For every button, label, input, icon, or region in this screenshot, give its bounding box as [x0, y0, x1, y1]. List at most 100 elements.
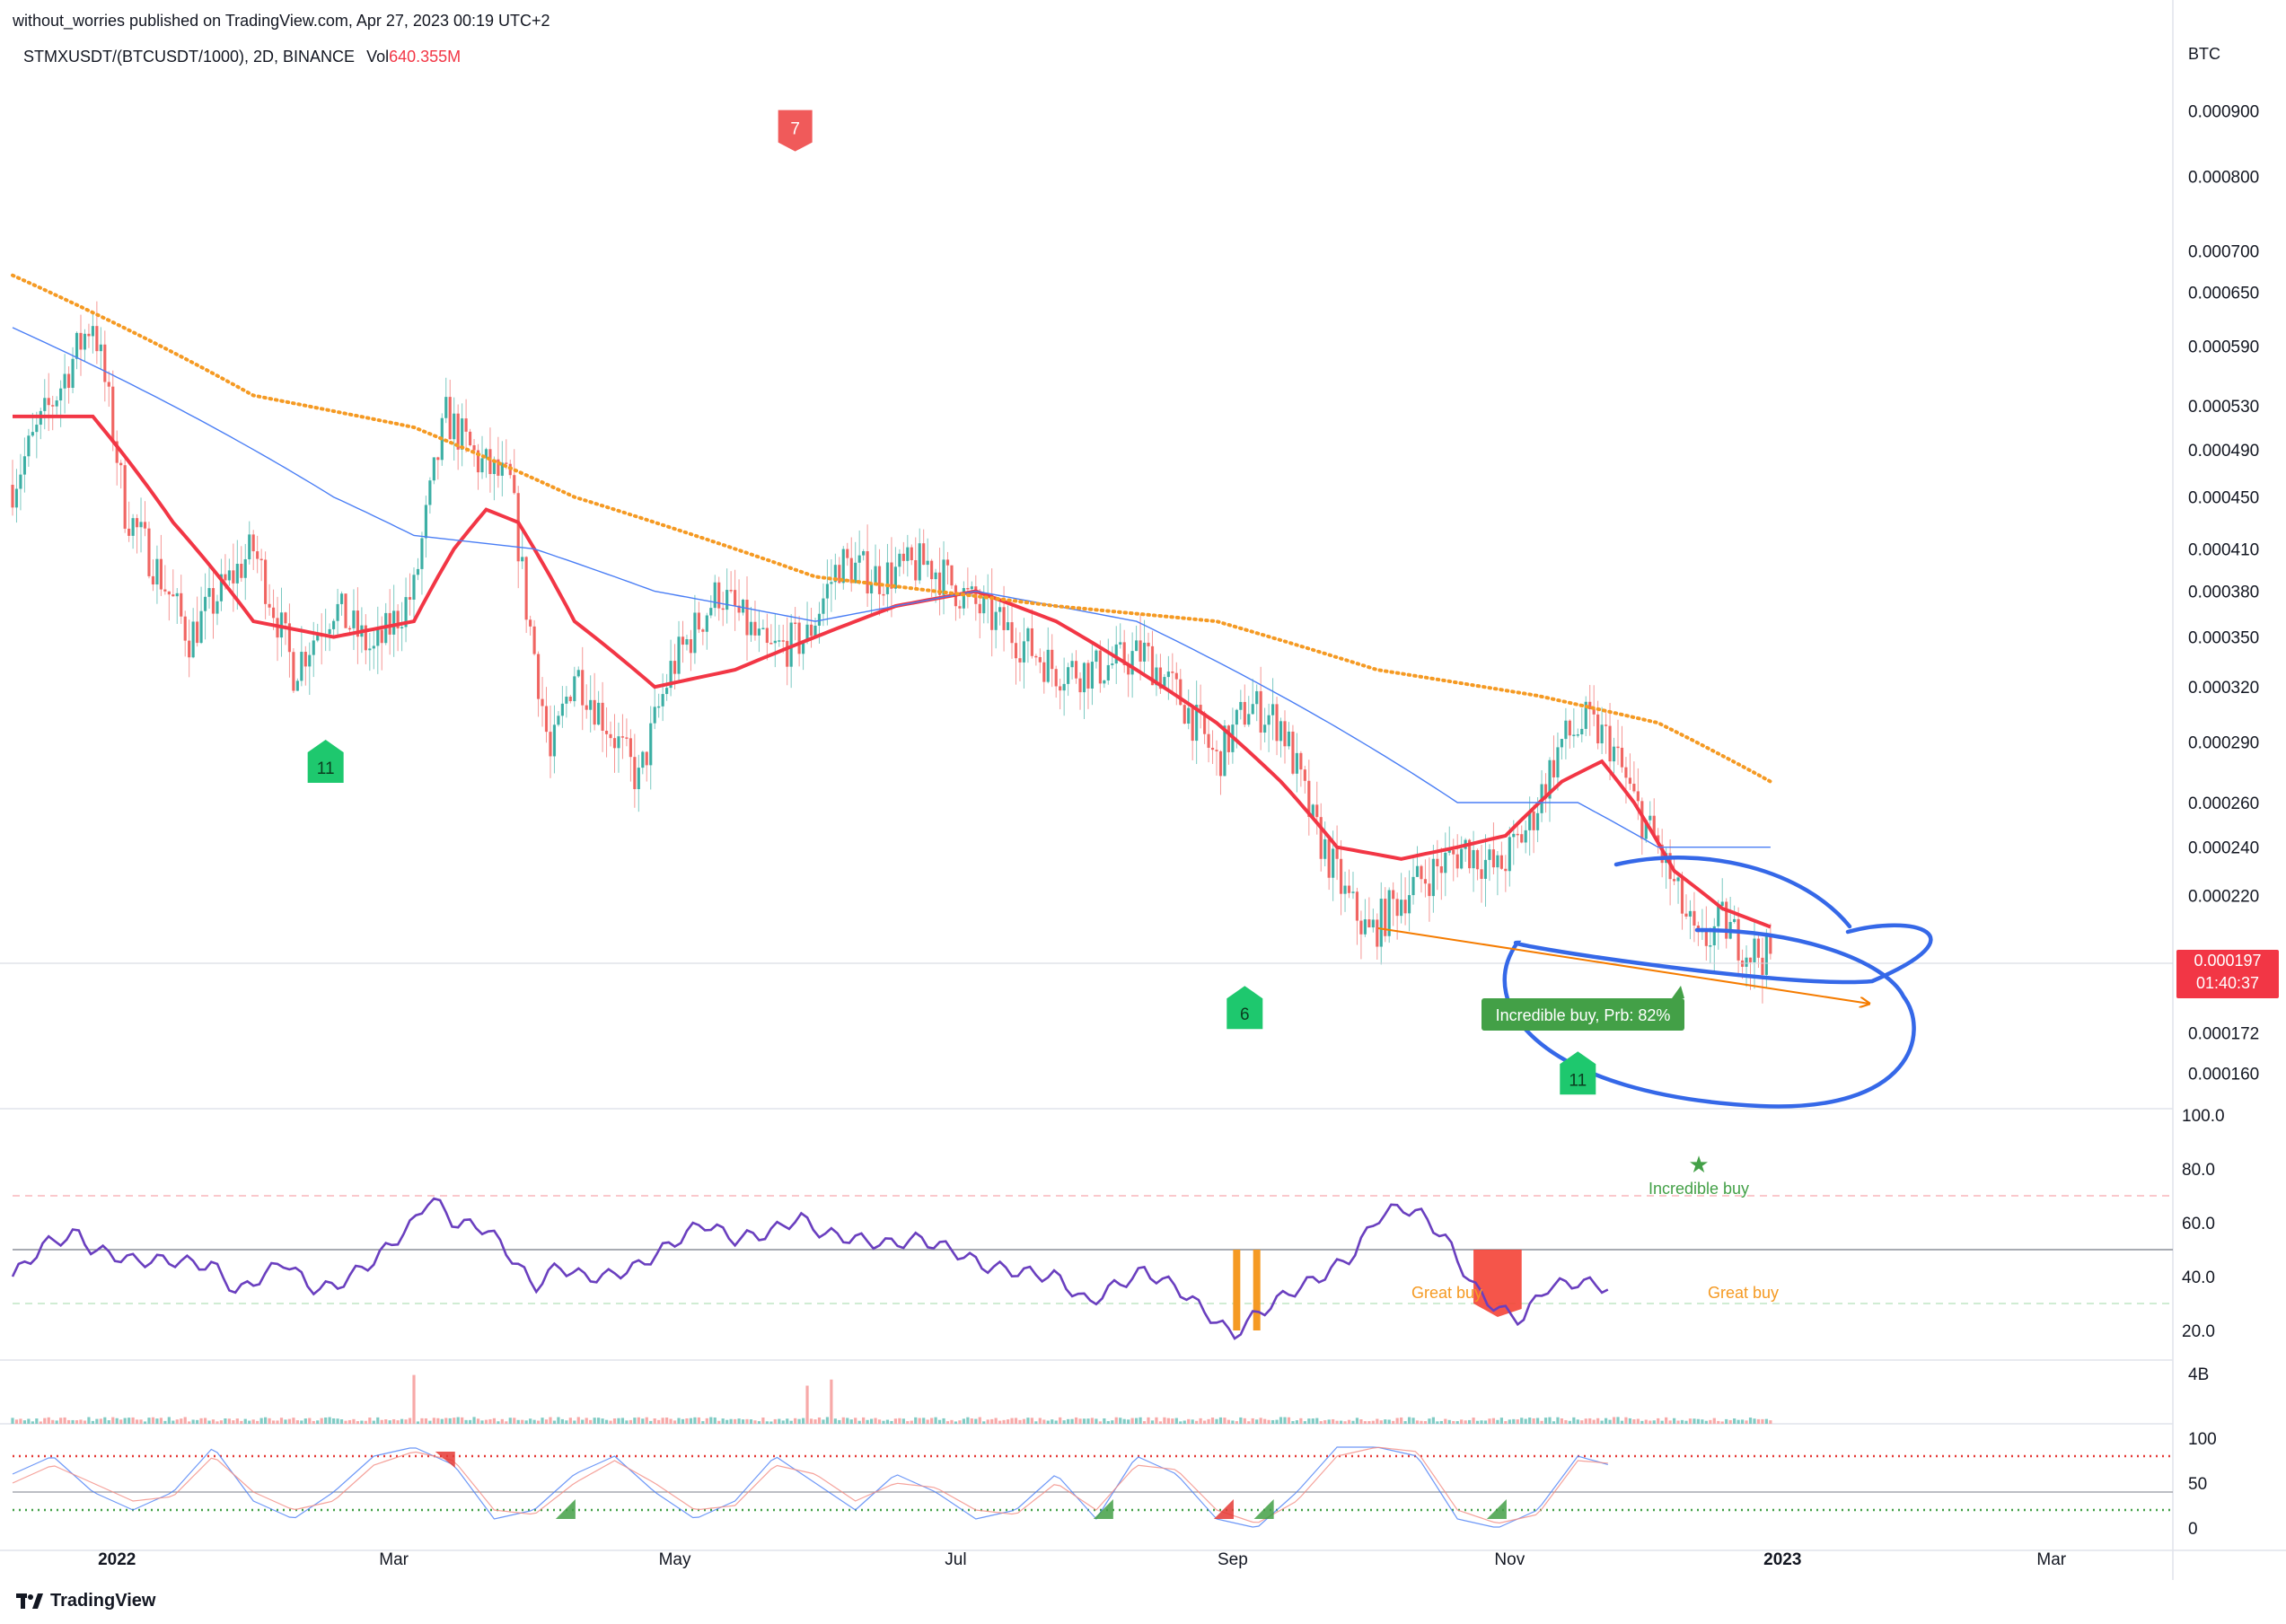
volume-bar: [227, 1418, 231, 1424]
candle-body: [1291, 731, 1295, 774]
stoch-tick-label: 50: [2188, 1475, 2207, 1494]
moving-averages-layer: [11, 273, 1772, 929]
candle-body: [115, 441, 119, 463]
candle-body: [1343, 885, 1347, 894]
candle-body: [400, 627, 404, 628]
candle-body: [1042, 662, 1046, 682]
tradingview-brand[interactable]: TradingView: [16, 1591, 155, 1611]
volume-bar: [1187, 1418, 1191, 1424]
volume-bar: [982, 1421, 986, 1424]
candle-body: [937, 572, 942, 595]
volume-bar: [196, 1419, 199, 1424]
volume-bar: [1006, 1419, 1010, 1424]
volume-bar: [536, 1420, 541, 1424]
candle-body: [741, 600, 745, 613]
candle-body: [1339, 858, 1343, 894]
candle-body: [180, 593, 183, 617]
candle-body: [1195, 705, 1199, 742]
volume-bar: [934, 1417, 937, 1424]
volume-bar: [854, 1418, 857, 1424]
volume-bar: [1038, 1418, 1042, 1424]
time-tick-label: 2022: [98, 1550, 136, 1569]
candle-body: [412, 575, 416, 600]
volume-bar: [428, 1420, 432, 1424]
candle-body: [625, 737, 629, 739]
candle-body: [1392, 890, 1395, 900]
candle-body: [63, 373, 66, 389]
marker-shape: [778, 110, 813, 152]
candle-body: [1243, 701, 1246, 725]
volume-bar: [1411, 1418, 1415, 1424]
volume-bar: [930, 1418, 934, 1424]
volume-bar: [560, 1418, 564, 1424]
volume-bar: [1584, 1418, 1587, 1424]
volume-bar: [1616, 1417, 1620, 1424]
price-tick-label: 0.000410: [2188, 540, 2259, 559]
volume-bar: [412, 1374, 416, 1424]
volume-pane: 4B: [11, 1365, 2209, 1424]
volume-bar: [1095, 1418, 1098, 1424]
candle-body: [1355, 891, 1359, 921]
candle-body: [1725, 901, 1728, 939]
candle-body: [1199, 705, 1202, 713]
volume-bar: [1552, 1421, 1556, 1424]
candle-body: [368, 648, 372, 651]
volume-bar: [529, 1418, 532, 1424]
volume-bar: [1379, 1420, 1383, 1424]
candle-body: [705, 615, 708, 632]
candle-body: [1275, 704, 1279, 742]
candle-body: [822, 598, 825, 614]
volume-bar: [464, 1419, 468, 1424]
volume-bar: [1488, 1418, 1491, 1424]
volume-bar: [55, 1420, 58, 1424]
volume-bar: [926, 1419, 929, 1424]
candle-body: [59, 388, 63, 401]
candle-body: [1014, 643, 1018, 659]
candle-body: [1508, 837, 1511, 872]
volume-bar: [653, 1418, 656, 1424]
candle-body: [91, 326, 94, 337]
candle-body: [617, 736, 620, 749]
volume-bar: [1608, 1419, 1612, 1424]
candle-body: [1612, 746, 1616, 762]
candle-body: [303, 652, 307, 667]
candle-body: [1279, 721, 1283, 742]
volume-bar: [372, 1420, 375, 1424]
volume-bar: [1119, 1418, 1122, 1424]
candle-body: [918, 543, 921, 581]
candle-body: [1247, 714, 1251, 725]
candle-body: [830, 582, 833, 584]
candle-body: [259, 558, 263, 561]
candle-body: [497, 459, 500, 476]
volume-bar: [484, 1419, 488, 1424]
candle-body: [1002, 607, 1006, 630]
candle-body: [1218, 751, 1223, 777]
marker-shape: [1560, 1051, 1596, 1095]
candle-body: [673, 661, 677, 674]
volume-bar: [66, 1419, 71, 1424]
volume-bar: [1303, 1421, 1306, 1424]
volume-bar: [1086, 1418, 1090, 1424]
candle-body: [83, 333, 87, 350]
buy-signal-marker: 6: [1227, 986, 1263, 1030]
candle-body: [1472, 849, 1475, 869]
candle-body: [500, 462, 504, 476]
candle-body: [1179, 679, 1183, 706]
price-tick-label: 0.000220: [2188, 888, 2259, 907]
volume-bar: [685, 1418, 689, 1424]
volume-bar: [163, 1420, 167, 1424]
time-tick-label: Jul: [945, 1550, 966, 1569]
volume-bar: [364, 1420, 367, 1424]
volume-bar: [356, 1421, 360, 1424]
candle-body: [994, 611, 998, 630]
candle-body: [1239, 701, 1243, 710]
volume-bar: [1158, 1421, 1163, 1424]
candle-body: [645, 751, 648, 766]
candle-body: [1319, 817, 1323, 859]
volume-bar: [256, 1420, 259, 1424]
candle-body: [1552, 759, 1556, 777]
volume-bar: [1564, 1419, 1568, 1424]
candle-body: [998, 607, 1002, 612]
candle-body: [103, 344, 107, 382]
